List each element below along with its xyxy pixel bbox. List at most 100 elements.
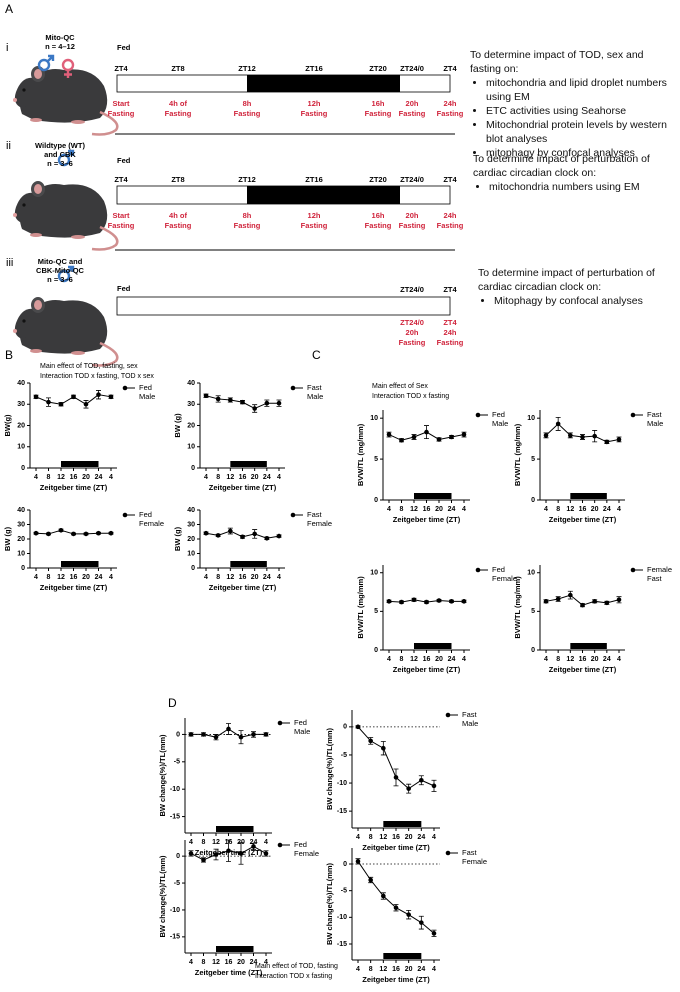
x-tick-label: 4 [264, 839, 268, 846]
y-axis-label: BW(g) [3, 414, 12, 437]
data-point [436, 437, 442, 442]
y-tick-label: 40 [187, 507, 195, 514]
x-tick-label: 16 [423, 656, 431, 663]
x-tick-label: 12 [566, 656, 574, 663]
zt-label: ZT16 [305, 64, 323, 73]
fasting-label: 12h [308, 211, 321, 220]
data-point [419, 920, 424, 925]
x-tick-label: 4 [109, 574, 113, 581]
data-point [188, 732, 194, 737]
x-tick-label: 4 [189, 959, 193, 966]
y-tick-label: -15 [170, 813, 180, 820]
data-point [228, 397, 233, 403]
x-tick-label: 4 [277, 574, 281, 581]
aim-list: mitochondria and lipid droplet numbers u… [470, 76, 675, 160]
data-point [226, 848, 231, 854]
fed-label: Fed [117, 284, 131, 293]
fasting-label: 24h [444, 99, 457, 108]
data-point [240, 534, 245, 540]
legend-marker [475, 567, 481, 573]
fasting-label: ZT4 [443, 318, 457, 327]
fasting-label: 4h of [169, 211, 187, 220]
zt-label: ZT4 [443, 175, 457, 184]
panel-label: A [5, 2, 13, 16]
y-axis-label: BW change(%)/TL(mm) [325, 727, 334, 810]
data-point [33, 530, 39, 536]
x-tick-label: 24 [263, 574, 271, 581]
x-tick-label: 16 [239, 474, 247, 481]
x-axis-label: Zeitgeber time (ZT) [209, 583, 277, 592]
fasting-label: Fasting [399, 338, 426, 347]
x-tick-label: 4 [34, 574, 38, 581]
fasting-label: 24h [444, 211, 457, 220]
data-point [355, 724, 361, 730]
fasting-label: Fasting [365, 221, 392, 230]
data-point [368, 738, 373, 744]
data-point [108, 394, 114, 400]
panel-label: B [5, 348, 13, 362]
data-point [580, 434, 585, 440]
data-point [568, 592, 573, 598]
fasting-label: 20h [406, 328, 419, 337]
fasting-label: Fasting [399, 221, 426, 230]
legend-marker [290, 385, 296, 391]
zt-label: ZT24/0 [400, 64, 424, 73]
study-aims: To determine impact of perturbation of c… [478, 266, 673, 308]
y-tick-label: 10 [17, 444, 25, 451]
fasting-label: Fasting [437, 109, 464, 118]
y-tick-label: 10 [527, 570, 535, 577]
x-tick-label: 4 [432, 966, 436, 973]
y-tick-label: 20 [187, 422, 195, 429]
y-tick-label: 30 [187, 521, 195, 528]
x-axis-label: Zeitgeber time (ZT) [393, 515, 461, 524]
stat-note: Interaction TOD x fasting [372, 393, 449, 400]
legend-label: Fast Male [307, 383, 323, 401]
fasting-label: Fasting [437, 338, 464, 347]
y-tick-label: 0 [374, 497, 378, 504]
panel-label: D [168, 696, 177, 710]
data-point [251, 844, 256, 849]
x-tick-label: 4 [204, 474, 208, 481]
x-tick-label: 24 [95, 474, 103, 481]
group-size: n = 3–6 [47, 159, 73, 168]
aim-item: mitophagy by confocal analyses [486, 146, 675, 160]
fasting-label: Fasting [165, 221, 192, 230]
aim-item: mitochondria and lipid droplet numbers u… [486, 76, 675, 104]
data-point [406, 912, 411, 917]
legend-label: Fed Male [492, 410, 508, 428]
x-tick-label: 20 [405, 834, 413, 841]
data-point [616, 597, 622, 603]
row-numeral: ii [6, 140, 11, 152]
data-point [555, 596, 561, 602]
y-axis-label: BW change(%)/TL(mm) [325, 862, 334, 945]
y-tick-label: 0 [191, 565, 195, 572]
zt-label: ZT24/0 [400, 285, 424, 294]
y-tick-label: 0 [343, 724, 347, 731]
legend-label: Fast Female [462, 848, 487, 866]
x-tick-label: 20 [405, 966, 413, 973]
y-tick-label: 5 [531, 456, 535, 463]
x-tick-label: 12 [566, 506, 574, 513]
zt-label: ZT12 [238, 175, 256, 184]
data-point [264, 400, 270, 406]
x-axis-label: Zeitgeber time (ZT) [195, 968, 263, 977]
data-point [424, 429, 429, 435]
data-point [238, 734, 244, 740]
data-point [203, 530, 209, 536]
data-point [355, 859, 361, 864]
x-tick-label: 4 [387, 656, 391, 663]
x-tick-label: 16 [239, 574, 247, 581]
aim-item: ETC activities using Seahorse [486, 104, 675, 118]
x-tick-label: 20 [435, 506, 443, 513]
x-tick-label: 8 [216, 574, 220, 581]
x-tick-label: 20 [251, 574, 259, 581]
aim-intro: To determine impact of perturbation of c… [473, 153, 650, 179]
stat-note: Interaction TOD x fasting [255, 973, 332, 980]
zt-label: ZT8 [171, 64, 184, 73]
fasting-label: 12h [308, 99, 321, 108]
y-tick-label: 0 [21, 565, 25, 572]
zt-label: ZT16 [305, 175, 323, 184]
data-point [555, 421, 561, 427]
